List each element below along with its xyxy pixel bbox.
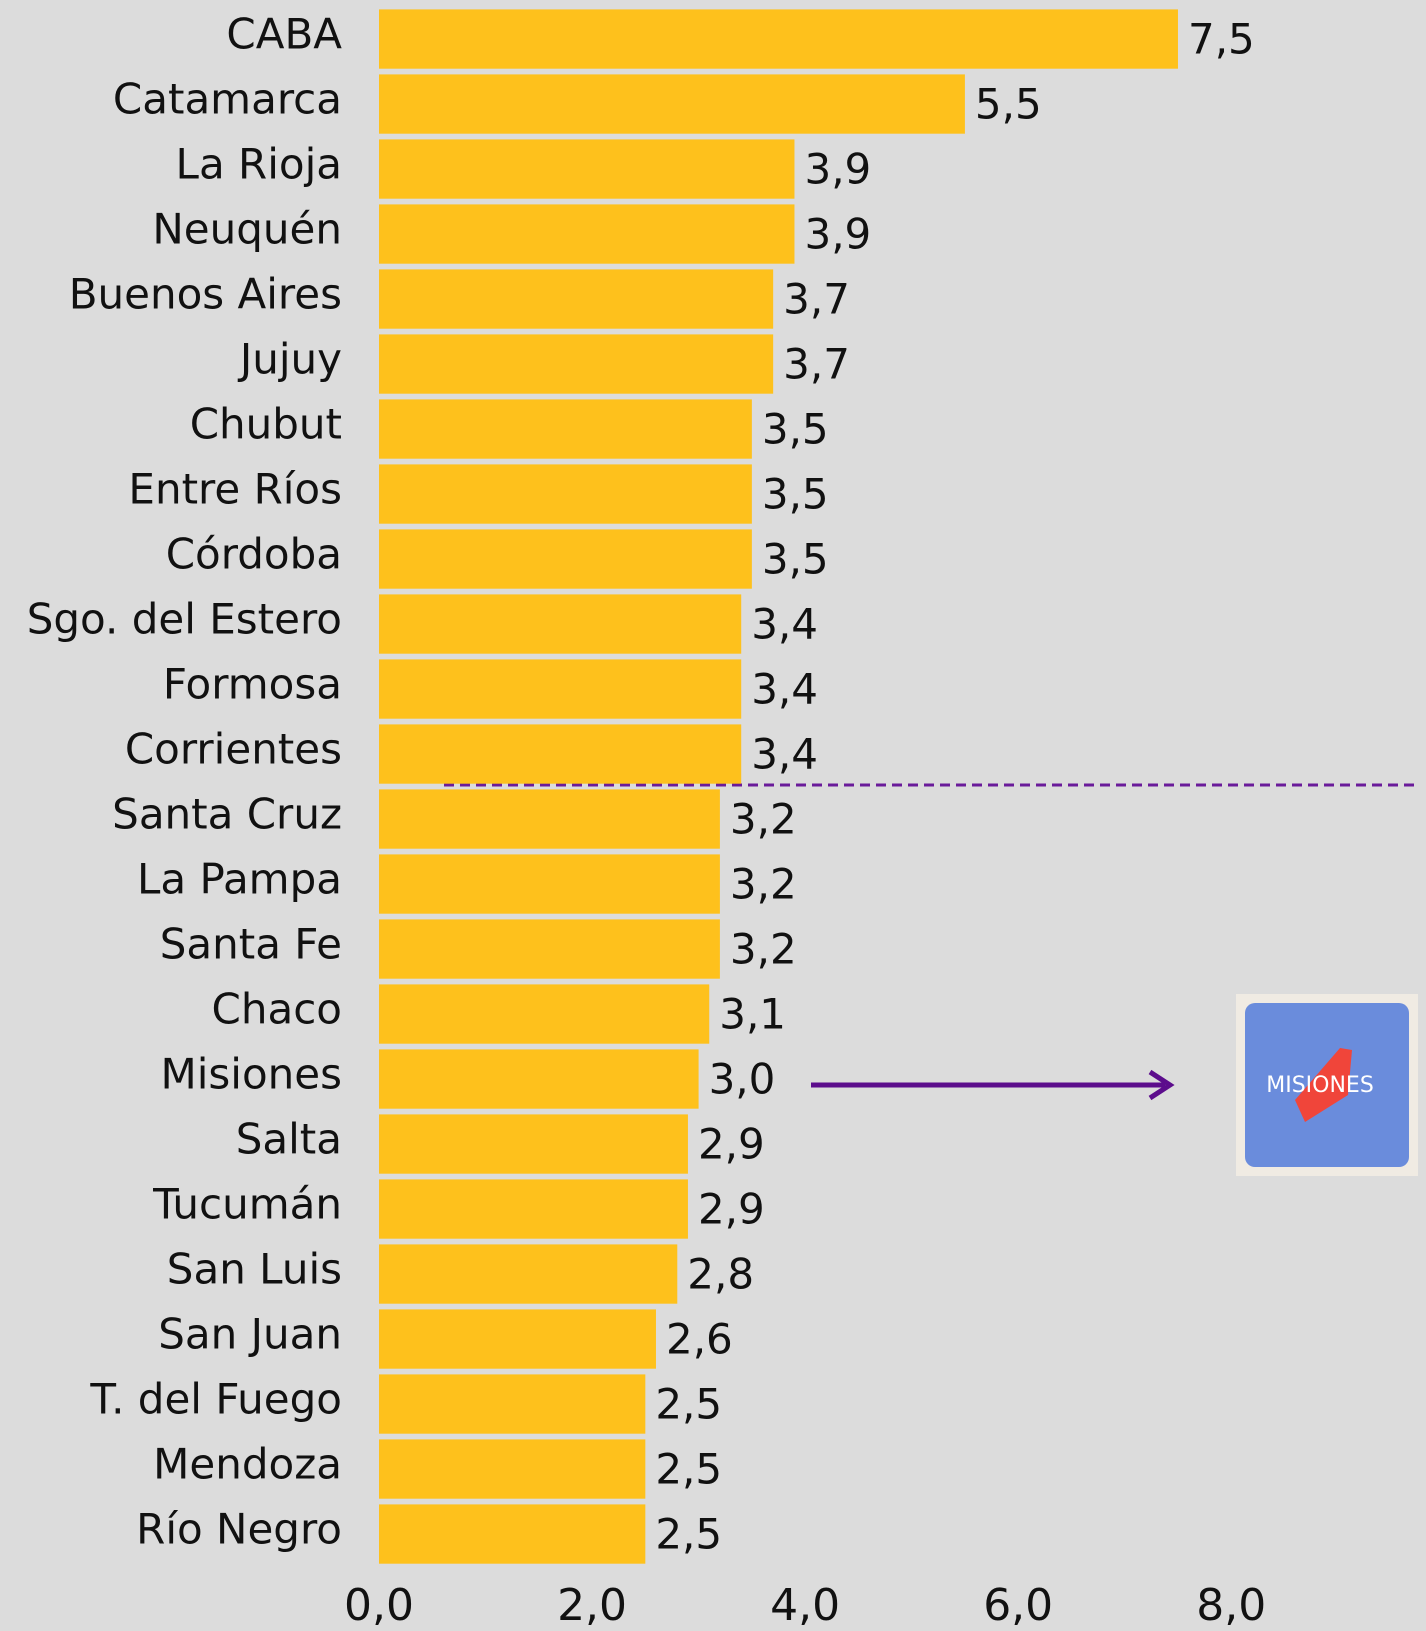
category-label: Tucumán — [152, 1180, 342, 1229]
bar — [379, 919, 720, 979]
category-label: San Luis — [167, 1245, 342, 1294]
value-label: 3,7 — [783, 340, 850, 389]
x-tick-label: 2,0 — [557, 1580, 627, 1631]
arrow-head — [1148, 1069, 1175, 1101]
bar — [379, 1374, 646, 1434]
x-tick-label: 4,0 — [770, 1580, 840, 1631]
value-label: 2,9 — [698, 1185, 765, 1234]
value-label: 3,2 — [730, 925, 797, 974]
bar — [379, 1504, 646, 1564]
value-label: 2,5 — [655, 1445, 722, 1494]
category-label: La Pampa — [137, 855, 342, 904]
bar — [379, 1439, 646, 1499]
category-label: Santa Fe — [160, 920, 342, 969]
bar — [379, 984, 710, 1044]
category-label: San Juan — [158, 1310, 342, 1359]
logo-text: MISIONES — [1266, 1073, 1374, 1098]
value-label: 3,4 — [751, 730, 818, 779]
value-label: 2,8 — [687, 1250, 754, 1299]
bar — [379, 1244, 678, 1304]
category-label: T. del Fuego — [89, 1375, 342, 1424]
category-label: Córdoba — [166, 530, 342, 579]
bar — [379, 724, 742, 784]
category-label: Río Negro — [136, 1505, 342, 1554]
value-label: 3,4 — [751, 600, 818, 649]
bar — [379, 1049, 699, 1109]
bar — [379, 269, 774, 329]
category-label: Santa Cruz — [112, 790, 342, 839]
value-label: 3,9 — [804, 210, 871, 259]
value-label: 3,0 — [709, 1055, 776, 1104]
bar — [379, 9, 1178, 69]
bar — [379, 789, 720, 849]
value-label: 2,5 — [655, 1380, 722, 1429]
category-label: La Rioja — [176, 140, 342, 189]
category-label: Chubut — [190, 400, 342, 449]
category-label: Corrientes — [125, 725, 342, 774]
value-label: 3,5 — [762, 405, 829, 454]
value-label: 3,7 — [783, 275, 850, 324]
category-label: CABA — [226, 10, 342, 59]
value-label: 3,2 — [730, 860, 797, 909]
bar — [379, 334, 774, 394]
category-label: Salta — [236, 1115, 342, 1164]
bar — [379, 204, 795, 264]
category-label: Buenos Aires — [69, 270, 342, 319]
value-label: 2,6 — [666, 1315, 733, 1364]
bar — [379, 399, 752, 459]
category-label: Chaco — [212, 985, 342, 1034]
value-label: 3,4 — [751, 665, 818, 714]
category-label: Formosa — [163, 660, 342, 709]
value-label: 7,5 — [1188, 15, 1255, 64]
value-label: 3,5 — [762, 535, 829, 584]
category-label: Entre Ríos — [128, 465, 342, 514]
bar — [379, 1114, 688, 1174]
bar — [379, 74, 965, 134]
value-label: 3,2 — [730, 795, 797, 844]
value-label: 2,9 — [698, 1120, 765, 1169]
logo-shape — [1295, 1048, 1352, 1122]
category-label: Misiones — [161, 1050, 343, 1099]
bar — [379, 1309, 656, 1369]
bar — [379, 659, 742, 719]
bar — [379, 139, 795, 199]
category-label: Jujuy — [237, 335, 342, 384]
category-label: Catamarca — [113, 75, 342, 124]
x-tick-label: 8,0 — [1196, 1580, 1266, 1631]
value-label: 3,1 — [719, 990, 786, 1039]
bar — [379, 464, 752, 524]
value-label: 5,5 — [975, 80, 1042, 129]
bar — [379, 1179, 688, 1239]
category-label: Neuquén — [152, 205, 342, 254]
category-label: Mendoza — [153, 1440, 342, 1489]
x-tick-label: 0,0 — [344, 1580, 414, 1631]
bar — [379, 854, 720, 914]
value-label: 3,5 — [762, 470, 829, 519]
value-label: 3,9 — [804, 145, 871, 194]
category-label: Sgo. del Estero — [27, 595, 342, 644]
bar — [379, 529, 752, 589]
bar — [379, 594, 742, 654]
x-tick-label: 6,0 — [983, 1580, 1053, 1631]
value-label: 2,5 — [655, 1510, 722, 1559]
